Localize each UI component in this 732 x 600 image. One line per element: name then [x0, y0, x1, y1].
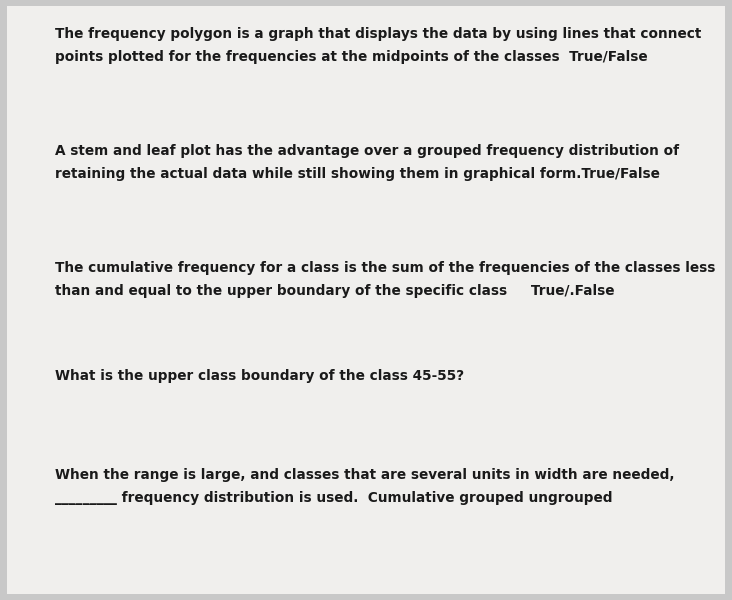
Text: The frequency polygon is a graph that displays the data by using lines that conn: The frequency polygon is a graph that di…: [55, 27, 701, 64]
Text: The cumulative frequency for a class is the sum of the frequencies of the classe: The cumulative frequency for a class is …: [55, 261, 715, 298]
Text: What is the upper class boundary of the class 45-55?: What is the upper class boundary of the …: [55, 369, 464, 383]
Text: When the range is large, and classes that are several units in width are needed,: When the range is large, and classes tha…: [55, 468, 674, 505]
Text: A stem and leaf plot has the advantage over a grouped frequency distribution of
: A stem and leaf plot has the advantage o…: [55, 144, 679, 181]
FancyBboxPatch shape: [7, 6, 725, 594]
